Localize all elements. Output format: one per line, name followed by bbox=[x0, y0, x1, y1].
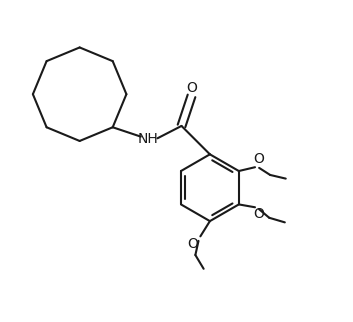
Text: O: O bbox=[253, 207, 264, 221]
Text: O: O bbox=[187, 238, 198, 251]
Text: NH: NH bbox=[138, 132, 158, 146]
Text: O: O bbox=[253, 152, 264, 166]
Text: O: O bbox=[186, 80, 197, 95]
